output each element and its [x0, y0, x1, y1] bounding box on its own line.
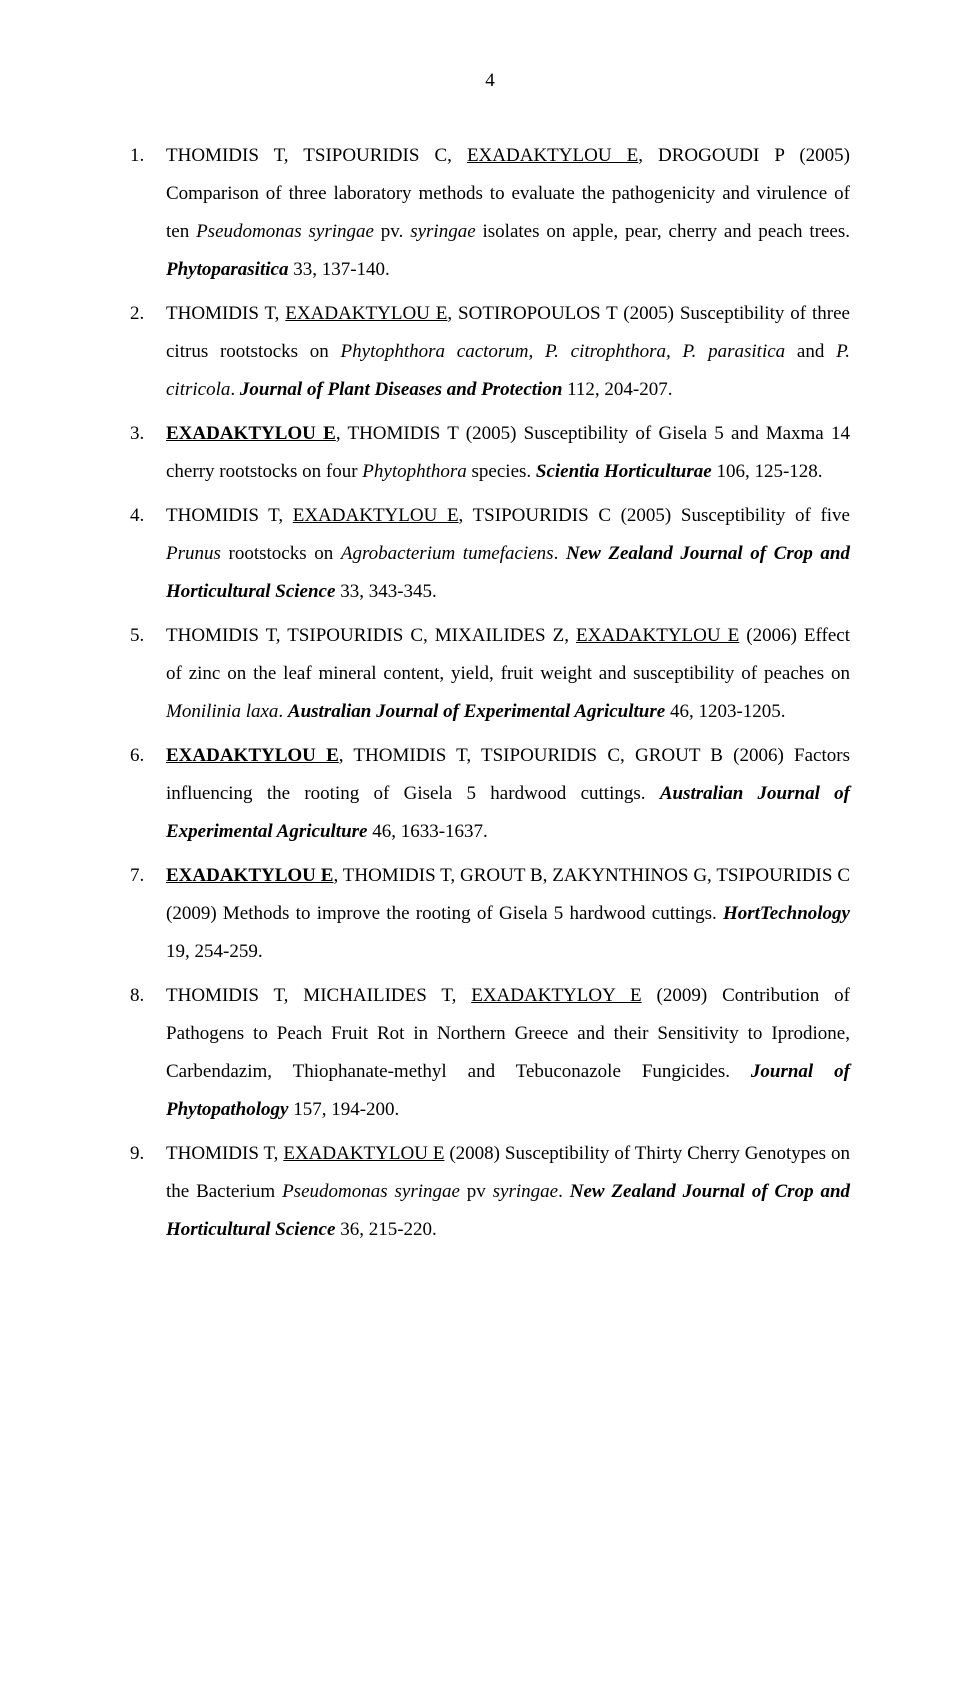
reference-text-segment: syringae — [410, 221, 475, 242]
reference-text-segment: Phytophthora — [362, 461, 467, 482]
reference-text-segment: THOMIDIS T, TSIPOURIDIS C, MIXAILIDES Z, — [166, 625, 576, 646]
reference-item: THOMIDIS T, EXADAKTYLOU E, TSIPOURIDIS C… — [130, 497, 850, 611]
reference-text-segment: 112, 204-207. — [562, 379, 672, 400]
reference-text-segment: . — [558, 1181, 570, 1202]
reference-text-segment: 46, 1633-1637. — [367, 821, 487, 842]
reference-item: THOMIDIS T, EXADAKTYLOU E (2008) Suscept… — [130, 1135, 850, 1249]
reference-text-segment: . — [230, 379, 240, 400]
reference-text-segment: EXADAKTYLOU E — [467, 145, 638, 166]
reference-text-segment: Monilinia laxa — [166, 701, 278, 722]
reference-text-segment: EXADAKTYLOU E — [166, 423, 336, 444]
reference-text-segment: pv — [460, 1181, 493, 1202]
reference-text-segment: 106, 125-128. — [712, 461, 823, 482]
reference-text-segment: THOMIDIS T, — [166, 505, 293, 526]
reference-text-segment: THOMIDIS T, — [166, 303, 285, 324]
reference-text-segment: Journal of Plant Diseases and Protection — [240, 379, 563, 400]
reference-text-segment: 36, 215-220. — [335, 1219, 436, 1240]
reference-item: EXADAKTYLOU E, THOMIDIS T, TSIPOURIDIS C… — [130, 737, 850, 851]
reference-text-segment: isolates on apple, pear, cherry and peac… — [476, 221, 850, 242]
reference-text-segment: THOMIDIS T, MICHAILIDES T, — [166, 985, 471, 1006]
reference-text-segment: EXADAKTYLOU E — [166, 865, 333, 886]
reference-text-segment: 33, 137-140. — [288, 259, 389, 280]
reference-text-segment: EXADAKTYLOU E — [576, 625, 739, 646]
reference-text-segment: syringae — [493, 1181, 558, 1202]
document-page: 4 THOMIDIS T, TSIPOURIDIS C, EXADAKTYLOU… — [0, 0, 960, 1315]
reference-text-segment: 157, 194-200. — [288, 1099, 399, 1120]
reference-text-segment: Scientia Horticulturae — [536, 461, 712, 482]
reference-item: THOMIDIS T, TSIPOURIDIS C, EXADAKTYLOU E… — [130, 137, 850, 289]
reference-text-segment: EXADAKTYLOU E — [283, 1143, 444, 1164]
reference-text-segment: Prunus — [166, 543, 221, 564]
reference-item: THOMIDIS T, TSIPOURIDIS C, MIXAILIDES Z,… — [130, 617, 850, 731]
reference-text-segment: Phytophthora cactorum, P. citrophthora, … — [341, 341, 786, 362]
reference-text-segment: Phytoparasitica — [166, 259, 288, 280]
reference-text-segment: EXADAKTYLOU E — [293, 505, 459, 526]
reference-text-segment: Agrobacterium tumefaciens — [341, 543, 554, 564]
reference-item: EXADAKTYLOU E, THOMIDIS T, GROUT B, ZAKY… — [130, 857, 850, 971]
reference-text-segment: Pseudomonas syringae — [196, 221, 374, 242]
reference-text-segment: Australian Journal of Experimental Agric… — [288, 701, 665, 722]
reference-text-segment: pv. — [374, 221, 410, 242]
reference-text-segment: . — [554, 543, 566, 564]
reference-item: THOMIDIS T, EXADAKTYLOU E, SOTIROPOULOS … — [130, 295, 850, 409]
reference-text-segment: EXADAKTYLOU E — [166, 745, 339, 766]
reference-text-segment: rootstocks on — [221, 543, 341, 564]
reference-list: THOMIDIS T, TSIPOURIDIS C, EXADAKTYLOU E… — [130, 137, 850, 1249]
reference-text-segment: 19, 254-259. — [166, 941, 263, 962]
reference-text-segment: species. — [467, 461, 536, 482]
reference-text-segment: 33, 343-345. — [335, 581, 436, 602]
page-number: 4 — [130, 70, 850, 92]
reference-text-segment: . — [278, 701, 288, 722]
reference-item: THOMIDIS T, MICHAILIDES T, EXADAKTYLOY E… — [130, 977, 850, 1129]
reference-text-segment: , TSIPOURIDIS C (2005) Susceptibility of… — [459, 505, 850, 526]
reference-text-segment: HortTechnology — [723, 903, 850, 924]
reference-item: EXADAKTYLOU E, THOMIDIS T (2005) Suscept… — [130, 415, 850, 491]
reference-text-segment: Pseudomonas syringae — [282, 1181, 460, 1202]
reference-text-segment: EXADAKTYLOU E — [285, 303, 447, 324]
reference-text-segment: THOMIDIS T, — [166, 1143, 283, 1164]
reference-text-segment: THOMIDIS T, TSIPOURIDIS C, — [166, 145, 467, 166]
reference-text-segment: 46, 1203-1205. — [665, 701, 785, 722]
reference-text-segment: and — [785, 341, 836, 362]
reference-text-segment: EXADAKTYLOY E — [471, 985, 641, 1006]
